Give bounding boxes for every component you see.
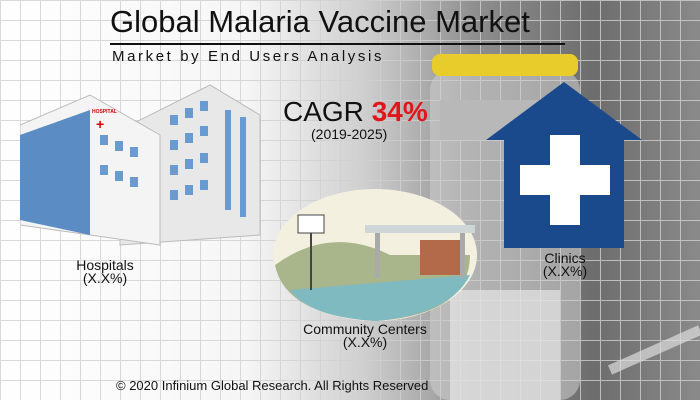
segment-name: Hospitals bbox=[76, 257, 134, 273]
segment-name: Clinics bbox=[544, 250, 586, 266]
clinic-house-cross-icon bbox=[486, 82, 642, 248]
segment-hospitals: Hospitals (X.X%) bbox=[55, 257, 155, 286]
segment-clinics: Clinics (X.X%) bbox=[515, 250, 615, 279]
page-title: Global Malaria Vaccine Market bbox=[110, 4, 530, 39]
title-underline bbox=[110, 43, 565, 45]
hospital-sign: HOSPITAL bbox=[92, 109, 117, 115]
cagr-period: (2019-2025) bbox=[311, 126, 388, 142]
segment-share: (X.X%) bbox=[542, 263, 588, 279]
subtitle: Market by End Users Analysis bbox=[112, 48, 385, 65]
svg-text:+: + bbox=[96, 116, 104, 132]
segment-share: (X.X%) bbox=[82, 270, 128, 286]
cagr-label: CAGR bbox=[283, 96, 364, 127]
cagr-value: 34% bbox=[371, 96, 428, 127]
community-center-icon bbox=[273, 189, 477, 321]
segment-share: (X.X%) bbox=[342, 334, 388, 350]
hospital-building-icon: HOSPITAL + bbox=[20, 84, 261, 246]
segment-name: Community Centers bbox=[303, 321, 427, 337]
cagr-headline: CAGR 34% bbox=[283, 96, 428, 128]
copyright-footer: © 2020 Infinium Global Research. All Rig… bbox=[116, 378, 429, 393]
segment-community-centers: Community Centers (X.X%) bbox=[285, 321, 445, 350]
